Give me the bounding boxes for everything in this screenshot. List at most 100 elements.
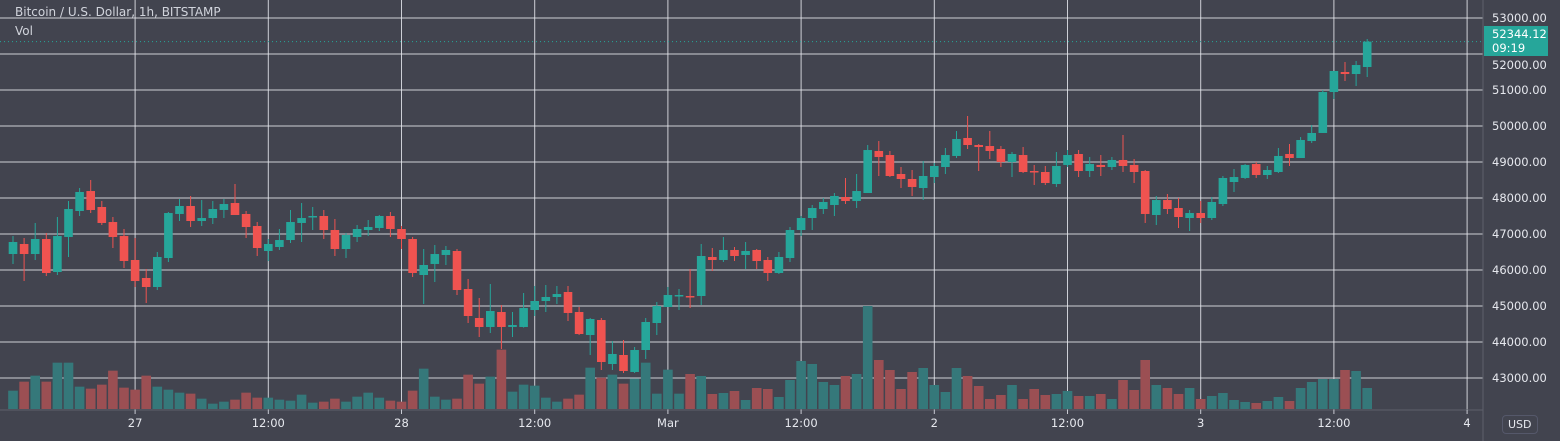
candle-up — [1052, 165, 1061, 184]
candle-down — [1096, 164, 1106, 168]
volume-bar — [430, 396, 440, 409]
candle-up — [1296, 140, 1305, 159]
volume-bar — [296, 394, 307, 409]
price-tick-label: 43000.00 — [1492, 371, 1547, 385]
volume-bar — [8, 390, 18, 409]
volume-bar — [729, 391, 740, 409]
volume-bar — [563, 398, 573, 409]
volume-bar — [840, 376, 851, 409]
price-tick-label: 44000.00 — [1492, 335, 1547, 349]
volume-bar — [1096, 394, 1106, 409]
price-tick-label: 51000.00 — [1492, 83, 1547, 97]
candle-up — [641, 321, 650, 350]
volume-bar — [885, 370, 895, 409]
candle-down — [1029, 171, 1039, 173]
volume-bar — [19, 381, 29, 409]
candle-down — [1196, 213, 1205, 219]
candle-up — [164, 213, 173, 259]
volume-bar — [141, 375, 151, 409]
currency-button[interactable]: USD — [1502, 415, 1538, 434]
volume-bar — [1029, 389, 1039, 409]
volume-bar — [452, 398, 462, 409]
candle-up — [819, 201, 828, 210]
candle-up — [508, 325, 517, 327]
candle-down — [730, 249, 739, 256]
candle-down — [619, 354, 628, 372]
volume-bar — [685, 374, 695, 409]
volume-bar — [552, 401, 562, 409]
volume-bar — [596, 377, 607, 409]
volume-bar — [996, 395, 1006, 409]
volume-bar — [640, 362, 651, 409]
price-axis[interactable]: 43000.00 44000.00 45000.00 46000.00 47000.00… — [1492, 11, 1547, 385]
volume-bar — [507, 391, 518, 409]
candle-down — [97, 207, 107, 223]
candle-down — [119, 236, 129, 261]
candle-down — [252, 226, 262, 249]
candle-up — [930, 165, 939, 178]
candle-up — [486, 311, 495, 327]
volume-bar — [1162, 388, 1173, 409]
candle-down — [330, 230, 340, 250]
candle-down — [19, 244, 29, 255]
volume-bar — [1107, 399, 1117, 409]
volume-bar — [119, 387, 129, 409]
volume-bar — [1306, 382, 1317, 409]
volume-bar — [874, 360, 884, 409]
volume-bar — [1084, 396, 1095, 409]
candle-up — [807, 208, 817, 219]
candle-down — [896, 173, 906, 179]
bar-countdown: 09:19 — [1492, 41, 1526, 55]
candle-down — [563, 291, 573, 313]
candle-down — [397, 228, 406, 240]
volume-bar — [918, 368, 928, 409]
volume-bar — [862, 306, 873, 409]
volume-bar — [41, 381, 52, 409]
candle-up — [1085, 164, 1094, 171]
volume-bar — [363, 392, 373, 409]
time-axis[interactable]: 27 12:00 28 12:00 Mar 12:00 2 12:00 3 12:00 4 — [128, 410, 1471, 430]
volume-bar — [585, 367, 595, 409]
candle-down — [408, 239, 417, 273]
candle-up — [1329, 70, 1339, 93]
candle-down — [574, 312, 584, 335]
volume-bar — [74, 386, 85, 409]
volume-bar — [629, 378, 640, 409]
volume-bar — [474, 383, 484, 409]
candle-down — [1129, 164, 1139, 173]
candle-up — [1362, 41, 1372, 67]
time-tick-label: 12:00 — [1317, 416, 1350, 430]
price-tick-label: 50000.00 — [1492, 119, 1547, 133]
candle-down — [1041, 172, 1050, 183]
volume-bar — [496, 349, 507, 409]
candle-down — [108, 222, 118, 237]
volume-bar — [674, 393, 684, 409]
candle-down — [1118, 159, 1128, 166]
volume-bar — [763, 389, 773, 409]
candle-up — [363, 227, 373, 231]
candle-down — [996, 149, 1006, 162]
volume-bar — [352, 396, 362, 409]
volume-bar — [829, 385, 840, 409]
candle-up — [153, 257, 162, 287]
volume-bar — [541, 397, 551, 409]
time-tick-label: 2 — [931, 416, 938, 430]
volume-bar — [1118, 380, 1128, 409]
candle-down — [1018, 155, 1028, 173]
price-tick-label: 46000.00 — [1492, 263, 1547, 277]
last-price-value: 52344.12 — [1492, 27, 1547, 41]
candle-up — [1207, 201, 1217, 219]
candle-up — [1274, 155, 1283, 173]
volume-bar — [1273, 397, 1284, 409]
volume-bar — [796, 361, 806, 409]
candle-down — [1174, 208, 1183, 218]
candle-up — [774, 257, 784, 273]
price-tick-label: 52000.00 — [1492, 58, 1547, 72]
volume-bar — [985, 399, 995, 409]
price-tick-label: 47000.00 — [1492, 227, 1547, 241]
volume-bar — [330, 398, 340, 409]
candle-up — [1007, 154, 1017, 162]
candle-down — [1340, 72, 1350, 75]
volume-legend: Vol — [15, 24, 33, 38]
